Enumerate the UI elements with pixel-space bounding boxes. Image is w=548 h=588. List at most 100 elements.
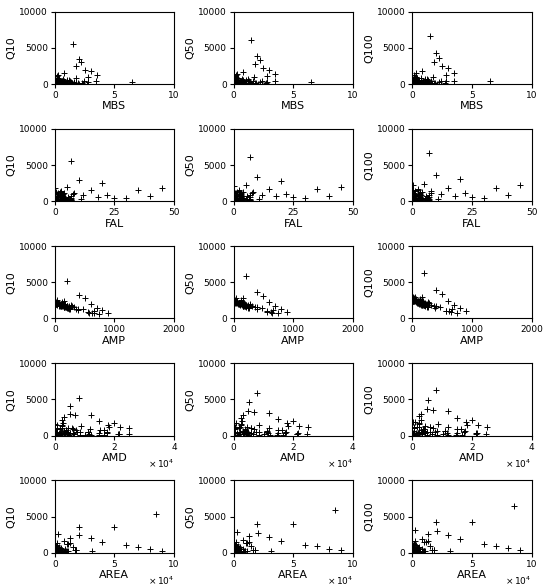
- Point: [241, 425, 249, 434]
- Point: [59, 302, 68, 312]
- Point: [233, 79, 242, 89]
- Point: [52, 547, 60, 557]
- Point: [58, 78, 67, 88]
- Point: [265, 298, 273, 307]
- Point: [420, 76, 429, 85]
- Point: [413, 79, 421, 88]
- Point: [247, 542, 256, 551]
- Point: [472, 429, 481, 439]
- Point: [253, 389, 262, 398]
- Point: [52, 74, 61, 83]
- Point: [235, 191, 244, 201]
- Point: [55, 79, 64, 89]
- Point: [236, 427, 244, 437]
- Point: [54, 79, 62, 88]
- Point: [421, 537, 430, 547]
- Point: [68, 424, 77, 433]
- Point: [240, 196, 249, 206]
- Point: [409, 78, 418, 87]
- Point: [424, 298, 433, 307]
- Point: [418, 297, 426, 306]
- Point: [415, 547, 424, 556]
- Point: [122, 541, 131, 550]
- Point: [411, 525, 420, 534]
- Point: [229, 192, 238, 202]
- Point: [62, 546, 71, 556]
- Point: [52, 546, 61, 556]
- Point: [237, 193, 246, 203]
- Point: [60, 536, 68, 546]
- Point: [53, 547, 61, 556]
- Point: [414, 195, 423, 205]
- Point: [248, 76, 257, 86]
- Point: [419, 300, 428, 309]
- Point: [238, 301, 247, 310]
- Point: [247, 35, 256, 44]
- Point: [233, 77, 242, 86]
- Point: [54, 546, 62, 555]
- Point: [75, 393, 83, 403]
- Point: [58, 546, 66, 556]
- Point: [412, 547, 421, 556]
- Point: [413, 73, 421, 82]
- Point: [65, 78, 73, 88]
- Point: [412, 75, 421, 85]
- Point: [413, 79, 422, 88]
- Point: [409, 430, 418, 440]
- Point: [231, 423, 239, 433]
- Point: [66, 304, 75, 313]
- Point: [447, 304, 456, 313]
- Point: [249, 546, 258, 555]
- Point: [410, 76, 419, 86]
- Text: $\times\,10^4$: $\times\,10^4$: [148, 457, 174, 470]
- Point: [78, 305, 87, 314]
- Point: [233, 78, 242, 87]
- Point: [57, 547, 66, 556]
- Point: [60, 79, 68, 89]
- Point: [336, 546, 345, 555]
- Point: [408, 417, 417, 427]
- Point: [230, 297, 238, 306]
- Point: [56, 301, 65, 310]
- Point: [423, 536, 432, 546]
- Point: [239, 298, 248, 308]
- Point: [77, 78, 86, 87]
- Point: [231, 543, 239, 552]
- Y-axis label: Q10: Q10: [7, 271, 16, 293]
- Point: [420, 75, 429, 84]
- Point: [444, 183, 453, 193]
- Point: [258, 79, 266, 89]
- Point: [418, 78, 426, 88]
- Point: [244, 303, 253, 312]
- Point: [304, 423, 312, 432]
- Point: [274, 415, 283, 424]
- Point: [409, 296, 418, 305]
- Point: [420, 299, 429, 308]
- Point: [231, 547, 239, 557]
- Point: [421, 429, 430, 438]
- Point: [64, 539, 72, 549]
- Point: [52, 298, 60, 308]
- Point: [252, 305, 261, 314]
- Point: [79, 76, 88, 86]
- Point: [246, 193, 254, 202]
- Point: [231, 191, 240, 200]
- Point: [62, 79, 71, 89]
- Point: [412, 297, 420, 306]
- Point: [230, 547, 238, 556]
- Point: [56, 192, 65, 201]
- Point: [231, 194, 240, 203]
- Point: [58, 420, 66, 430]
- Point: [409, 296, 418, 305]
- Point: [63, 77, 72, 86]
- Point: [430, 302, 438, 311]
- Point: [408, 547, 417, 556]
- Point: [252, 303, 261, 312]
- Point: [410, 75, 419, 85]
- Point: [412, 194, 420, 203]
- Point: [410, 70, 419, 79]
- Point: [236, 79, 245, 88]
- Point: [409, 430, 418, 440]
- Point: [412, 79, 420, 88]
- Point: [59, 302, 67, 311]
